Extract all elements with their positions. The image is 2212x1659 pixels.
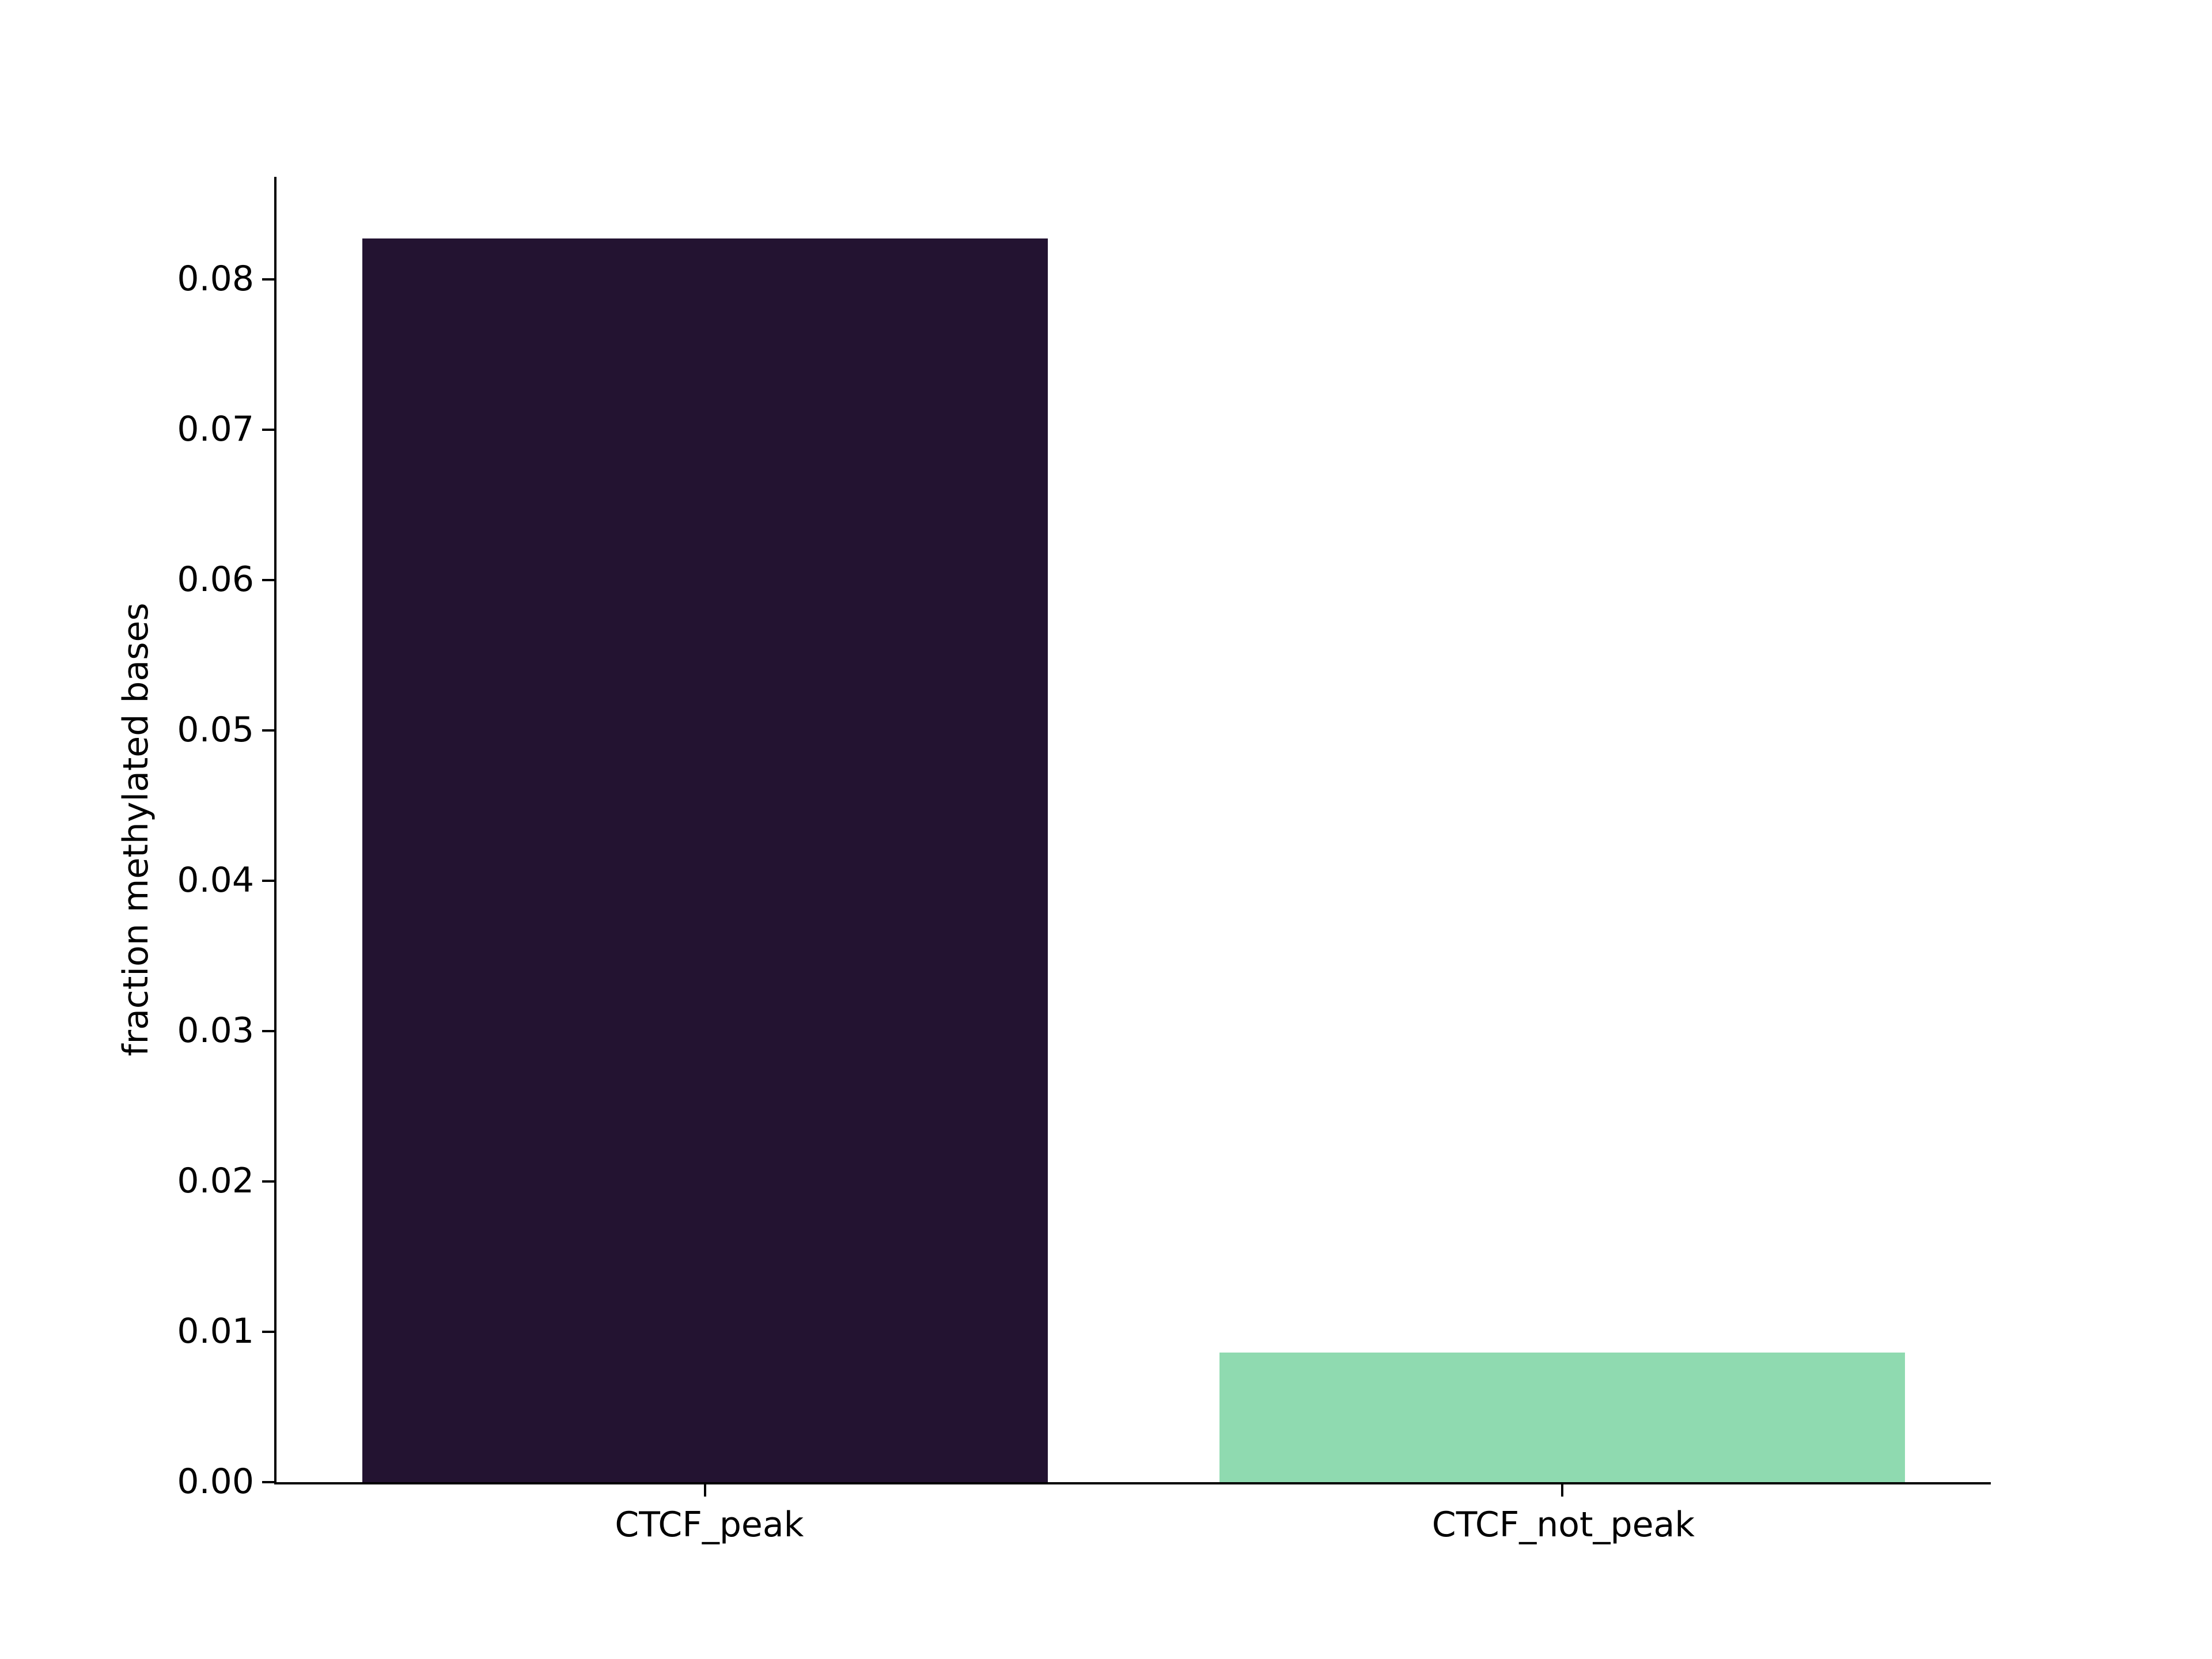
ytick-mark bbox=[262, 1331, 274, 1333]
bar-CTCF_not_peak bbox=[1219, 1353, 1905, 1482]
ytick-mark bbox=[262, 429, 274, 431]
ytick-label: 0.02 bbox=[177, 1161, 254, 1201]
ytick-mark bbox=[262, 1481, 274, 1483]
xtick-label: CTCF_peak bbox=[615, 1505, 804, 1545]
ytick-label: 0.01 bbox=[177, 1311, 254, 1351]
ytick-label: 0.06 bbox=[177, 559, 254, 600]
ytick-label: 0.03 bbox=[177, 1010, 254, 1051]
ytick-mark bbox=[262, 1030, 274, 1032]
ytick-mark bbox=[262, 880, 274, 882]
ytick-mark bbox=[262, 1180, 274, 1183]
y-axis-label: fraction methylated bases bbox=[116, 596, 156, 1063]
xtick-mark bbox=[1561, 1484, 1563, 1497]
ytick-mark bbox=[262, 729, 274, 732]
spine-left bbox=[274, 177, 276, 1484]
spine-bottom bbox=[274, 1482, 1991, 1484]
figure: 0.00 0.01 0.02 0.03 0.04 0.05 0.06 0.07 0.08 CTC… bbox=[0, 0, 2212, 1659]
ytick-label: 0.08 bbox=[177, 259, 254, 299]
xtick-label: CTCF_not_peak bbox=[1432, 1505, 1695, 1545]
plot-area bbox=[276, 177, 1991, 1482]
ytick-label: 0.05 bbox=[177, 710, 254, 750]
ytick-label: 0.00 bbox=[177, 1461, 254, 1502]
ytick-label: 0.07 bbox=[177, 409, 254, 449]
xtick-mark bbox=[704, 1484, 706, 1497]
bar-CTCF_peak bbox=[362, 238, 1048, 1482]
ytick-mark bbox=[262, 579, 274, 581]
ytick-label: 0.04 bbox=[177, 860, 254, 900]
ytick-mark bbox=[262, 278, 274, 281]
